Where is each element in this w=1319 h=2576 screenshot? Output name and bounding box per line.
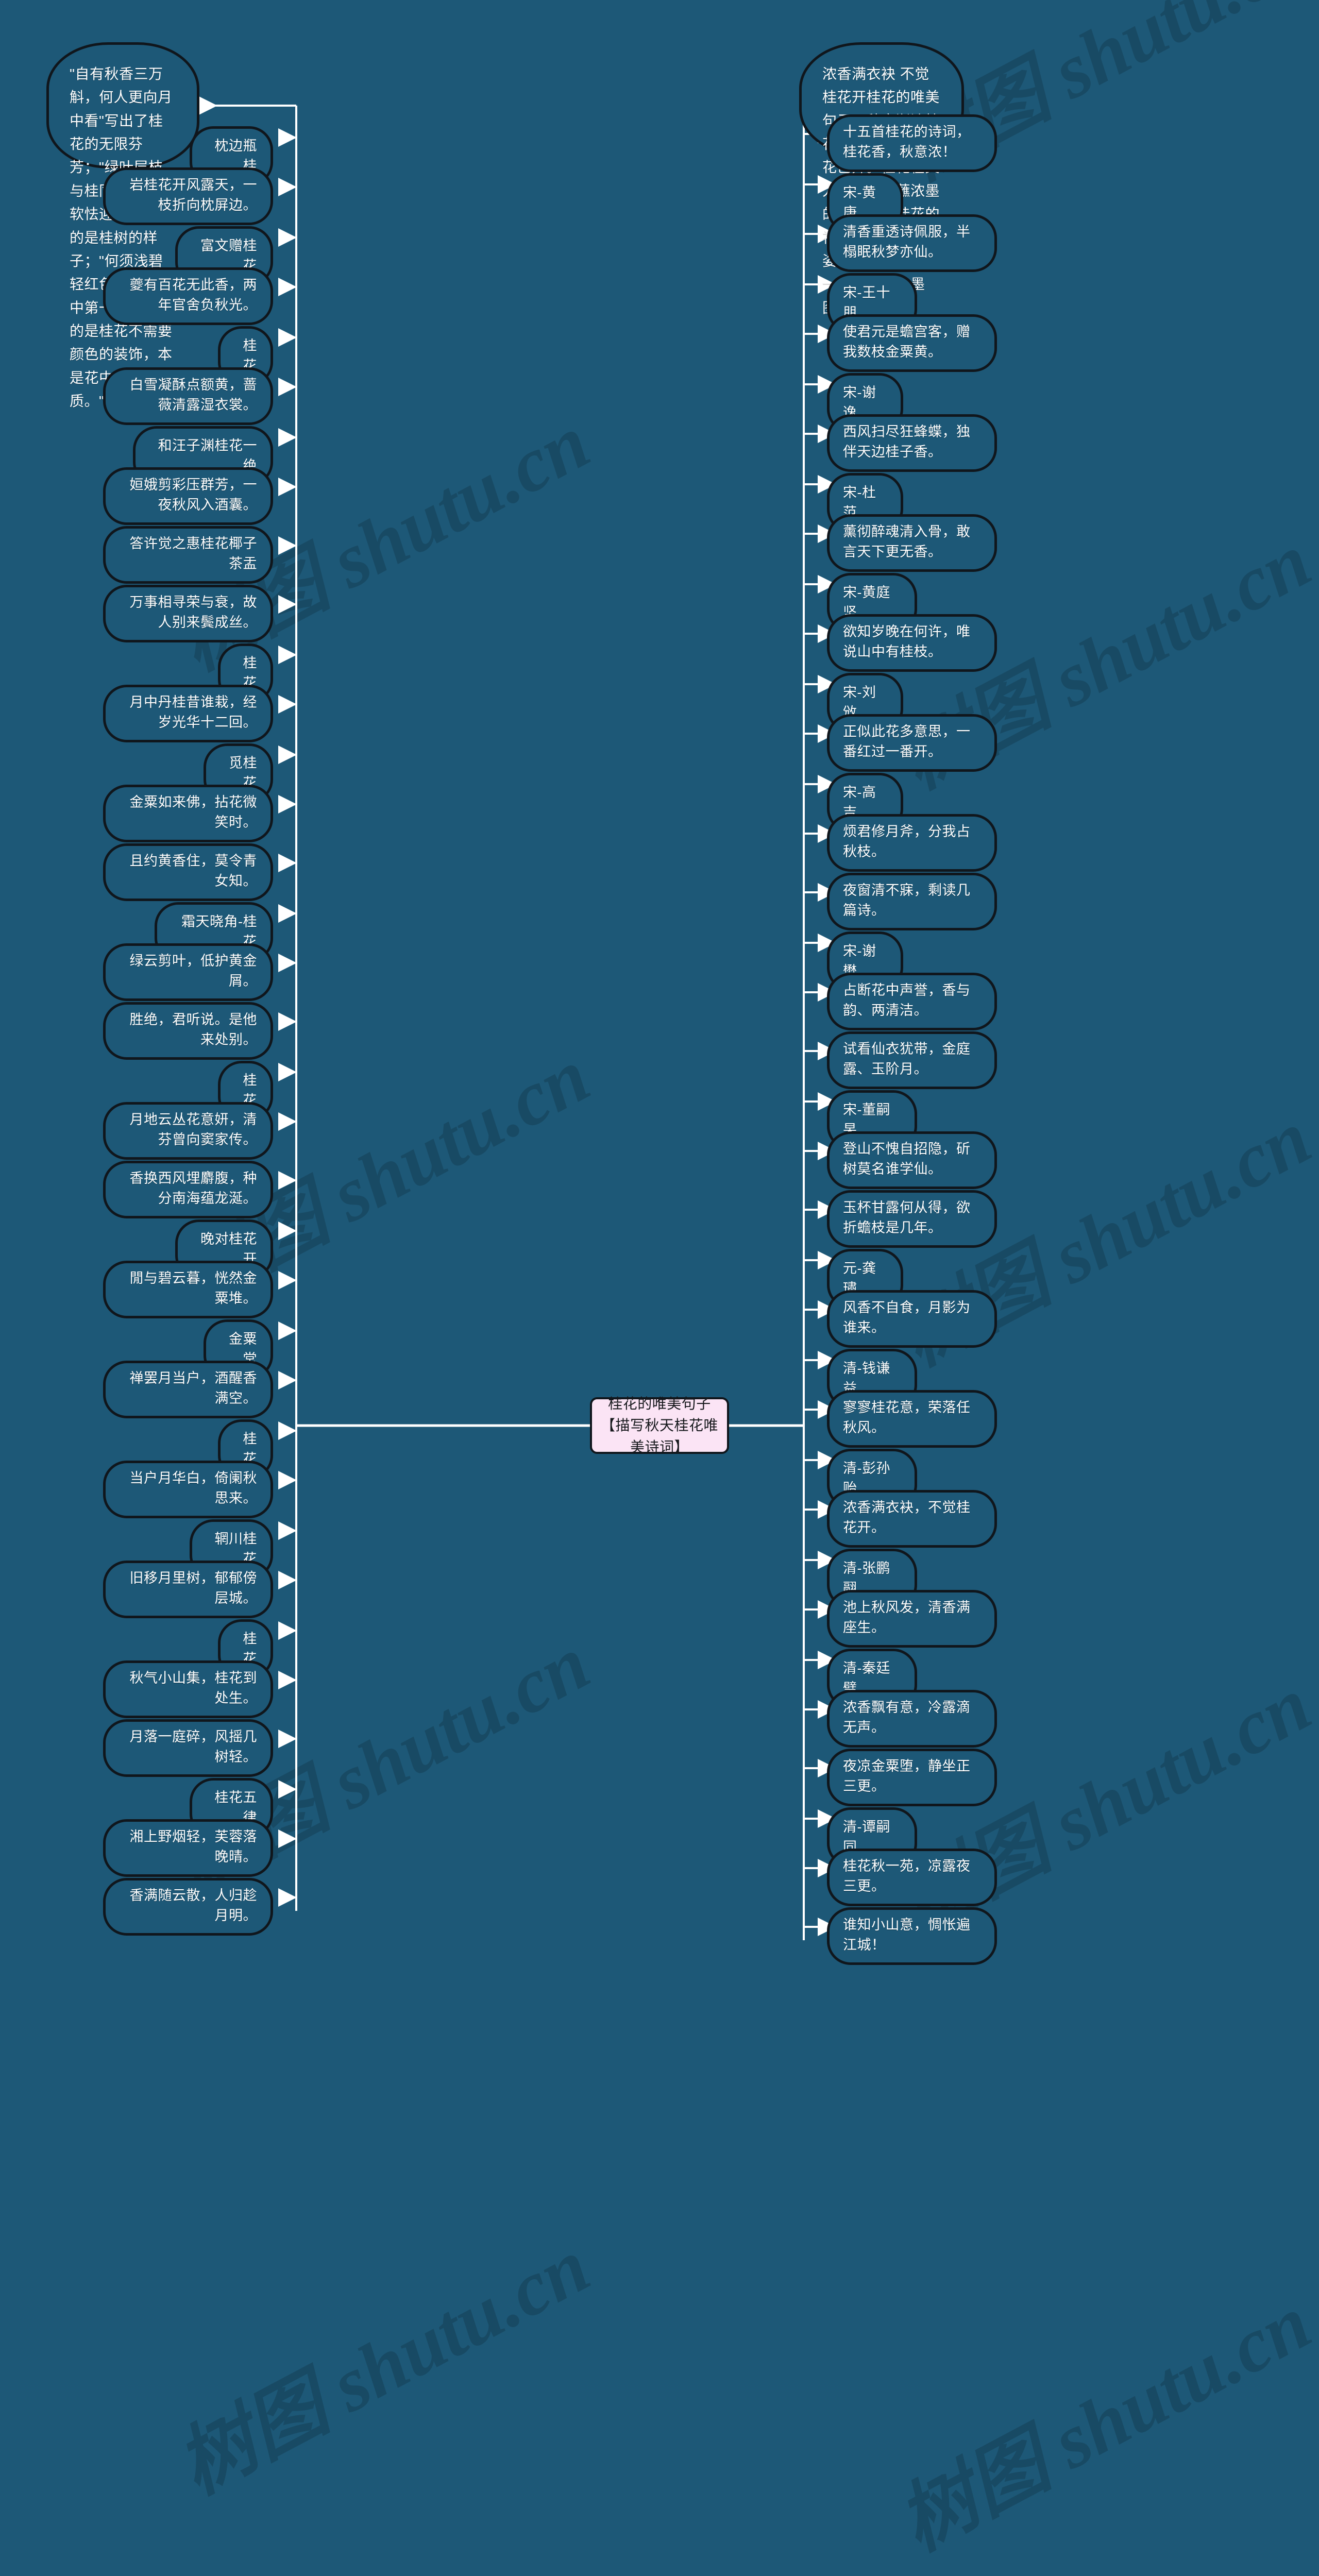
left-branch-node[interactable]: 答许觉之惠桂花椰子茶盂 [103,526,273,584]
left-branch-node[interactable]: 姮娥剪彩压群芳，一夜秋风入酒囊。 [103,467,273,526]
right-node-label: 清-钱谦益 [843,1361,890,1397]
right-branch-node[interactable]: 寥寥桂花意，荣落任秋风。 [827,1390,997,1448]
right-node-label: 烦君修月斧，分我占秋枝。 [843,824,971,860]
right-node-label: 寥寥桂花意，荣落任秋风。 [843,1400,971,1436]
left-branch-node[interactable]: 月落一庭碎，风摇几树轻。 [103,1719,273,1777]
right-branch-node[interactable]: 薰彻醉魂清入骨，敢言天下更无香。 [827,514,997,572]
right-node-label: 正似此花多意思，一番红过一番开。 [843,724,971,760]
left-branch-node[interactable]: 岩桂花开风露天，一枝折向枕屏边。 [103,167,273,226]
left-node-label: 禅罢月当户，酒醒香满空。 [129,1370,257,1406]
left-branch-node[interactable]: 旧移月里树，郁郁傍层城。 [103,1561,273,1619]
left-node-label: 白雪凝酥点额黄，蔷薇清露湿衣裳。 [129,377,257,413]
right-node-label: 使君元是蟾宫客，赠我数枝金粟黄。 [843,324,971,360]
left-branch-node[interactable]: 当户月华白，倚阑秋思来。 [103,1461,273,1519]
right-branch-node[interactable]: 正似此花多意思，一番红过一番开。 [827,714,997,772]
right-node-label: 风香不自食，月影为谁来。 [843,1300,971,1336]
right-branch-node[interactable]: 池上秋风发，清香满座生。 [827,1590,997,1648]
right-node-label: 西风扫尽狂蜂蝶，独伴天边桂子香。 [843,424,971,460]
left-node-label: 岩桂花开风露天，一枝折向枕屏边。 [129,177,257,213]
left-branch-node[interactable]: 万事相寻荣与衰，故人别来鬓成丝。 [103,585,273,643]
root-node[interactable]: 桂花的唯美句子【描写秋天桂花唯美诗词】 [590,1396,729,1455]
left-node-label: 胜绝，君听说。是他来处别。 [129,1012,257,1048]
right-node-label: 清香重透诗佩服，半榻眠秋梦亦仙。 [843,224,971,260]
right-branch-node[interactable]: 浓香满衣袂，不觉桂花开。 [827,1490,997,1548]
right-node-label: 浓香飘有意，冷露滴无声。 [843,1700,971,1736]
right-branch-node[interactable]: 玉杯甘露何从得，欲折蟾枝是几年。 [827,1190,997,1248]
left-node-label: 当户月华白，倚阑秋思来。 [129,1470,257,1506]
watermark: 树图 shutu.cn [885,2279,1319,2567]
left-node-label: 香满随云散，人归趁月明。 [129,1888,257,1924]
right-node-label: 清-彭孙贻 [843,1461,890,1497]
left-node-label: 月中丹桂昔谁栽，经岁光华十二回。 [129,694,257,731]
right-node-label: 玉杯甘露何从得，欲折蟾枝是几年。 [843,1200,971,1236]
right-branch-node[interactable]: 烦君修月斧，分我占秋枝。 [827,814,997,872]
root-label: 桂花的唯美句子【描写秋天桂花唯美诗词】 [600,1396,718,1455]
left-branch-node[interactable]: 月中丹桂昔谁栽，经岁光华十二回。 [103,685,273,743]
right-branch-node[interactable]: 谁知小山意，惆怅遍江城！ [827,1907,997,1965]
left-branch-node[interactable]: 夔有百花无此香，两年官舍负秋光。 [103,267,273,326]
right-node-label: 浓香满衣袂，不觉桂花开。 [843,1500,971,1536]
right-branch-node[interactable]: 清香重透诗佩服，半榻眠秋梦亦仙。 [827,214,997,273]
left-node-label: 秋气小山集，桂花到处生。 [129,1670,257,1706]
right-node-label: 夜凉金粟堕，静坐正三更。 [843,1758,971,1794]
right-node-label: 试看仙衣犹带，金庭露、玉阶月。 [843,1041,971,1077]
right-node-label: 占断花中声誉，香与韵、两清洁。 [843,982,971,1019]
right-node-label: 池上秋风发，清香满座生。 [843,1600,971,1636]
left-node-label: 万事相寻荣与衰，故人别来鬓成丝。 [129,595,257,631]
left-node-label: 姮娥剪彩压群芳，一夜秋风入酒囊。 [129,477,257,513]
left-branch-node[interactable]: 閒与碧云暮，恍然金粟堆。 [103,1261,273,1319]
left-branch-node[interactable]: 胜绝，君听说。是他来处别。 [103,1002,273,1060]
right-branch-node[interactable]: 使君元是蟾宫客，赠我数枝金粟黄。 [827,314,997,372]
right-branch-node[interactable]: 风香不自食，月影为谁来。 [827,1290,997,1348]
right-branch-node[interactable]: 桂花秋一苑，凉露夜三更。 [827,1849,997,1907]
left-branch-node[interactable]: 禅罢月当户，酒醒香满空。 [103,1361,273,1419]
left-branch-node[interactable]: 香换西风埋麝腹，种分南海蕴龙涎。 [103,1161,273,1219]
left-summary-node[interactable]: "自有秋香三万斛，何人更向月中看"写出了桂花的无限芬芳；"绿叶层枝与桂同，花开蒂… [46,42,199,409]
right-branch-node[interactable]: 西风扫尽狂蜂蝶，独伴天边桂子香。 [827,414,997,472]
left-branch-node[interactable]: 金粟如来佛，拈花微笑时。 [103,785,273,843]
right-branch-node[interactable]: 占断花中声誉，香与韵、两清洁。 [827,973,997,1031]
left-node-label: 辋川桂花 [214,1531,257,1567]
left-node-label: 月地云丛花意妍，清芬曾向窦家传。 [129,1112,257,1148]
right-node-label: 谁知小山意，惆怅遍江城！ [843,1917,971,1953]
left-node-label: 觅桂花 [229,755,257,791]
left-node-label: 香换西风埋麝腹，种分南海蕴龙涎。 [129,1171,257,1207]
right-node-label: 十五首桂花的诗词，桂花香，秋意浓！ [843,124,971,160]
left-branch-node[interactable]: 绿云剪叶，低护黄金屑。 [103,943,273,1002]
left-node-label: 夔有百花无此香，两年官舍负秋光。 [129,277,257,313]
left-branch-node[interactable]: 秋气小山集，桂花到处生。 [103,1660,273,1719]
left-node-label: 月落一庭碎，风摇几树轻。 [129,1729,257,1765]
left-summary-text: "自有秋香三万斛，何人更向月中看"写出了桂花的无限芬芳；"绿叶层枝与桂同，花开蒂… [70,66,173,410]
left-node-label: 旧移月里树，郁郁傍层城。 [129,1570,257,1606]
right-node-label: 宋-高吉 [843,785,876,821]
right-node-label: 清-秦廷璧 [843,1660,890,1697]
left-branch-node[interactable]: 湘上野烟轻，芙蓉落晚晴。 [103,1819,273,1877]
left-branch-node[interactable]: 月地云丛花意妍，清芬曾向窦家传。 [103,1102,273,1160]
right-branch-node[interactable]: 欲知岁晚在何许，唯说山中有桂枝。 [827,614,997,672]
right-node-label: 桂花秋一苑，凉露夜三更。 [843,1858,971,1894]
left-branch-node[interactable]: 香满随云散，人归趁月明。 [103,1878,273,1936]
watermark: 树图 shutu.cn [164,2223,603,2510]
right-node-label: 登山不愧自招隐，斫树莫名谁学仙。 [843,1141,971,1177]
right-branch-node[interactable]: 登山不愧自招隐，斫树莫名谁学仙。 [827,1131,997,1190]
left-node-label: 绿云剪叶，低护黄金屑。 [129,953,257,989]
right-node-label: 宋-谢逸 [843,385,876,421]
right-node-label: 薰彻醉魂清入骨，敢言天下更无香。 [843,524,971,560]
left-branch-node[interactable]: 白雪凝酥点额黄，蔷薇清露湿衣裳。 [103,367,273,426]
right-branch-node[interactable]: 十五首桂花的诗词，桂花香，秋意浓！ [827,114,997,173]
left-node-label: 答许觉之惠桂花椰子茶盂 [129,536,257,572]
left-node-label: 且约黄香住，莫令青女知。 [129,853,257,889]
left-node-label: 湘上野烟轻，芙蓉落晚晴。 [129,1829,257,1865]
right-branch-node[interactable]: 试看仙衣犹带，金庭露、玉阶月。 [827,1031,997,1090]
right-branch-node[interactable]: 夜窗清不寐，剩读几篇诗。 [827,873,997,931]
right-node-label: 夜窗清不寐，剩读几篇诗。 [843,883,971,919]
left-node-label: 金粟如来佛，拈花微笑时。 [129,794,257,831]
right-node-label: 欲知岁晚在何许，唯说山中有桂枝。 [843,624,971,660]
left-node-label: 閒与碧云暮，恍然金粟堆。 [129,1270,257,1307]
right-branch-node[interactable]: 夜凉金粟堕，静坐正三更。 [827,1749,997,1807]
right-branch-node[interactable]: 浓香飘有意，冷露滴无声。 [827,1690,997,1748]
left-branch-node[interactable]: 且约黄香住，莫令青女知。 [103,843,273,902]
